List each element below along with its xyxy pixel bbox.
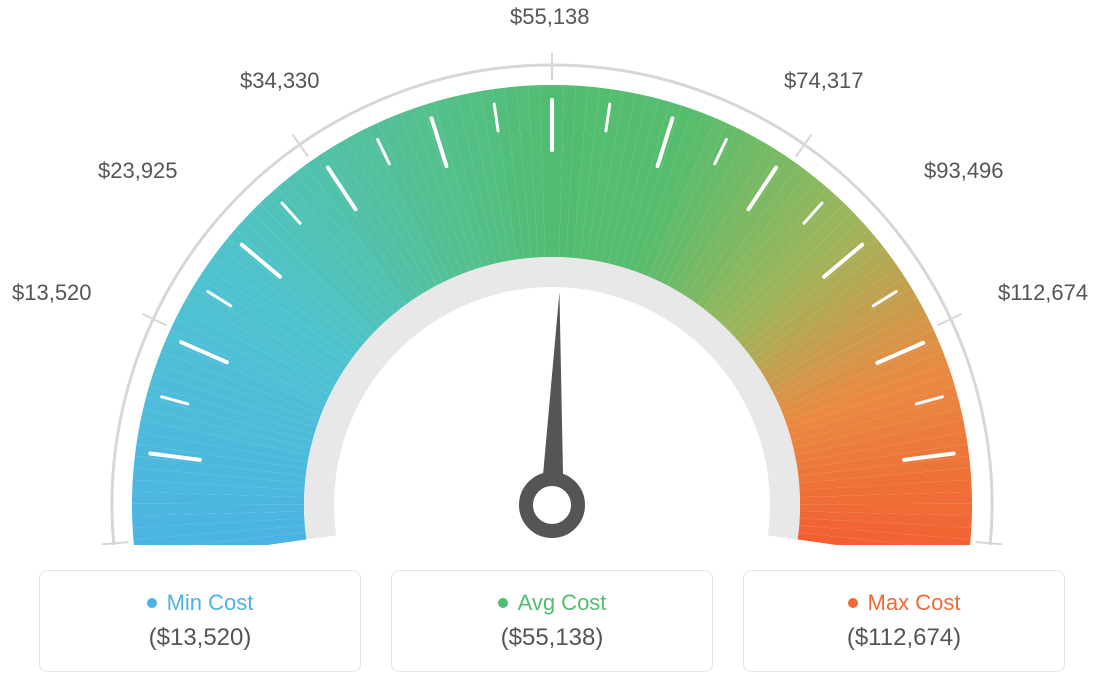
legend-title-row: Max Cost	[848, 590, 961, 616]
gauge-area: $13,520 $23,925 $34,330 $55,138 $74,317 $93,4…	[0, 0, 1104, 545]
gauge-svg	[0, 0, 1104, 545]
legend-card-avg: Avg Cost ($55,138)	[391, 570, 713, 672]
legend-title: Min Cost	[167, 590, 254, 616]
legend-value: ($55,138)	[501, 624, 604, 652]
tick-label: $93,496	[924, 158, 1004, 184]
legend-value: ($13,520)	[149, 624, 252, 652]
legend-title-row: Avg Cost	[498, 590, 607, 616]
tick-label: $55,138	[510, 4, 590, 30]
tick-label: $23,925	[98, 158, 178, 184]
legend-card-max: Max Cost ($112,674)	[743, 570, 1065, 672]
legend-card-min: Min Cost ($13,520)	[39, 570, 361, 672]
gauge-chart-container: $13,520 $23,925 $34,330 $55,138 $74,317 $93,4…	[0, 0, 1104, 690]
tick-label: $74,317	[784, 68, 864, 94]
tick-label: $13,520	[12, 280, 92, 306]
dot-icon	[848, 598, 858, 608]
tick-label: $34,330	[240, 68, 320, 94]
tick-label: $112,674	[998, 280, 1088, 306]
legend-row: Min Cost ($13,520) Avg Cost ($55,138) Ma…	[0, 570, 1104, 672]
legend-title: Max Cost	[868, 590, 961, 616]
legend-title: Avg Cost	[518, 590, 607, 616]
legend-title-row: Min Cost	[147, 590, 254, 616]
dot-icon	[147, 598, 157, 608]
dot-icon	[498, 598, 508, 608]
legend-value: ($112,674)	[847, 624, 961, 652]
